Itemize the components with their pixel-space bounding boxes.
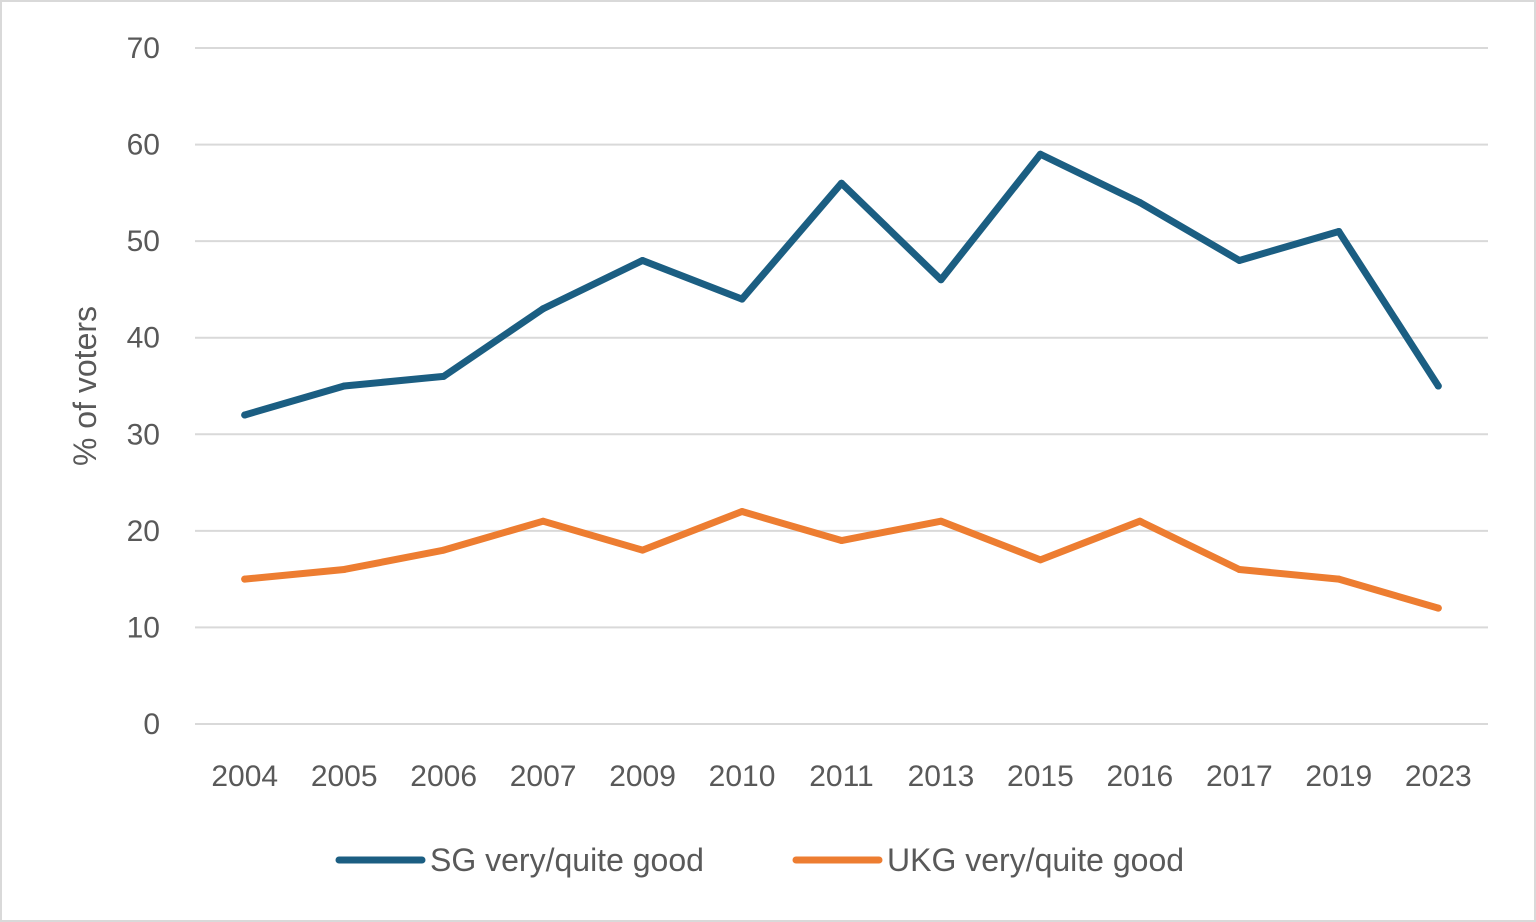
y-tick-label: 50 — [127, 225, 160, 258]
x-tick-label: 2006 — [410, 760, 477, 793]
data-point — [639, 256, 647, 264]
x-tick-label: 2011 — [809, 760, 874, 793]
y-tick-label: 30 — [127, 418, 160, 451]
data-point — [1235, 256, 1243, 264]
data-point — [1036, 150, 1044, 158]
data-point — [1036, 556, 1044, 564]
x-tick-label: 2007 — [510, 760, 577, 793]
data-point — [1434, 604, 1442, 612]
series-0 — [241, 150, 1442, 419]
data-point — [1235, 565, 1243, 573]
x-tick-label: 2004 — [211, 760, 278, 793]
data-point — [539, 305, 547, 313]
x-tick-label: 2019 — [1305, 760, 1372, 793]
x-tick-label: 2017 — [1206, 760, 1273, 793]
data-point — [738, 295, 746, 303]
x-tick-label: 2023 — [1405, 760, 1472, 793]
y-tick-label: 10 — [127, 611, 160, 644]
x-tick-label: 2013 — [908, 760, 975, 793]
x-tick-label: 2005 — [311, 760, 378, 793]
data-point — [440, 372, 448, 380]
x-axis-tick-labels: 2004 2005 2006 2007 2009 2010 2011 2013 2015 2016… — [211, 760, 1471, 793]
series-line — [241, 150, 1442, 419]
y-tick-label: 40 — [127, 322, 160, 355]
data-point — [1136, 199, 1144, 207]
data-point — [937, 517, 945, 525]
y-tick-label: 20 — [127, 515, 160, 548]
data-point — [241, 575, 249, 583]
data-point — [440, 546, 448, 554]
x-tick-label: 2016 — [1107, 760, 1174, 793]
x-tick-label: 2015 — [1007, 760, 1074, 793]
data-point — [1335, 227, 1343, 235]
y-axis-title: % of voters — [67, 306, 103, 466]
legend-label: UKG very/quite good — [887, 842, 1184, 878]
gridlines — [195, 47, 1488, 725]
legend: SG very/quite good UKG very/quite good — [335, 842, 1184, 878]
series-1 — [241, 508, 1442, 612]
data-point — [838, 537, 845, 545]
data-point — [937, 276, 945, 284]
data-point — [340, 382, 348, 390]
data-point — [838, 179, 845, 187]
y-tick-label: 60 — [127, 129, 160, 162]
x-tick-label: 2010 — [709, 760, 776, 793]
series-line — [241, 508, 1442, 612]
x-tick-label: 2009 — [609, 760, 676, 793]
data-point — [1335, 575, 1343, 583]
legend-item: UKG very/quite good — [792, 842, 1184, 878]
data-point — [539, 517, 547, 525]
y-tick-label: 70 — [127, 32, 160, 65]
data-point — [241, 411, 249, 419]
data-point — [1136, 517, 1144, 525]
y-tick-label: 0 — [143, 708, 160, 741]
y-axis-tick-labels: 0 10 20 30 40 50 60 70 — [127, 32, 160, 741]
data-point — [340, 565, 348, 573]
legend-item: SG very/quite good — [335, 842, 704, 878]
data-point — [738, 508, 746, 516]
data-point — [639, 546, 647, 554]
data-point — [1434, 382, 1442, 390]
legend-label: SG very/quite good — [430, 842, 704, 878]
series-lines — [241, 150, 1442, 612]
